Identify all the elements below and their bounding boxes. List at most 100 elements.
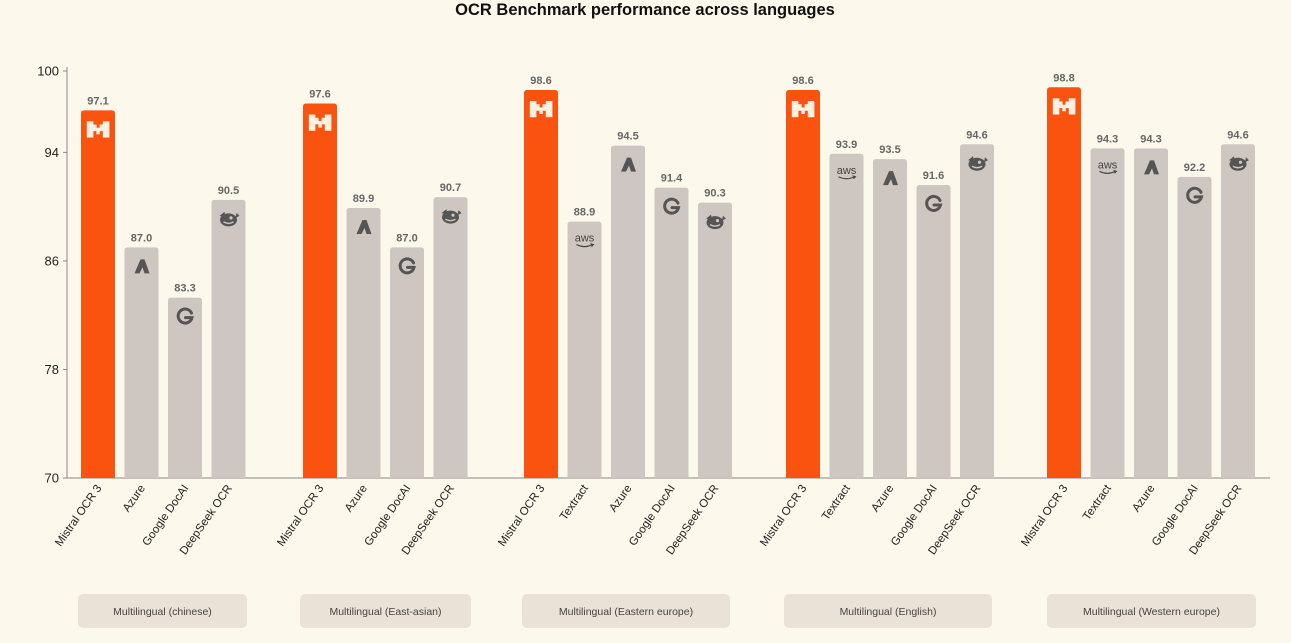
- y-tick-label: 86: [45, 253, 59, 268]
- aws-icon: aws: [1098, 159, 1118, 174]
- bar: [829, 153, 864, 479]
- x-tick-label: Textract: [820, 482, 853, 523]
- mistral-icon: [791, 100, 815, 118]
- bar-group: 98.6 Mistral OCR 3 93.9 aws Textract 93.5 Azur…: [758, 75, 994, 557]
- group-label-text: Multilingual (chinese): [113, 606, 212, 618]
- bar-value-label: 87.0: [131, 232, 152, 244]
- deepseek-icon: [219, 211, 240, 227]
- bar-value-label: 89.9: [353, 193, 374, 205]
- deepseek-icon: [441, 209, 462, 224]
- bar-value-label: 97.6: [309, 89, 330, 101]
- x-tick-label: Mistral OCR 3: [758, 483, 809, 549]
- x-tick-label: Mistral OCR 3: [1019, 483, 1070, 549]
- bar: [81, 110, 115, 479]
- x-tick-label: Google DocAI: [889, 483, 940, 549]
- bar-value-label: 90.3: [704, 188, 725, 200]
- bar-value-label: 91.4: [661, 173, 683, 185]
- group-label: Multilingual (English): [784, 594, 992, 628]
- aws-icon: aws: [575, 233, 595, 248]
- group-label-box: [1047, 594, 1256, 628]
- google-icon: [663, 197, 681, 215]
- bar: [873, 159, 907, 478]
- bar-group: 98.6 Mistral OCR 3 88.9 aws Textract 94.5 Azur…: [496, 75, 732, 557]
- svg-text:aws: aws: [837, 165, 857, 177]
- x-tick-label: Mistral OCR 3: [275, 483, 326, 549]
- chart-title: OCR Benchmark performance across languag…: [455, 1, 835, 19]
- bar-group: 98.8 Mistral OCR 3 94.3 aws Textract 94.3 Azur…: [1019, 72, 1255, 557]
- google-icon: [925, 194, 943, 212]
- bar-value-label: 93.5: [879, 144, 900, 156]
- bar: [611, 145, 645, 478]
- bar-value-label: 94.3: [1140, 133, 1161, 145]
- x-tick-label: Azure: [1130, 483, 1157, 514]
- bar-value-label: 87.0: [396, 232, 417, 244]
- bar-value-label: 94.6: [966, 129, 987, 141]
- x-tick-label: Google DocAI: [627, 483, 678, 549]
- bar: [960, 144, 994, 478]
- bars-layer: 97.1 Mistral OCR 3 87.0 Azure 83.3 Google Doc…: [53, 72, 1255, 557]
- bar-value-label: 98.6: [530, 75, 551, 87]
- bar: [1221, 144, 1255, 478]
- aws-icon: aws: [837, 165, 857, 180]
- x-tick-label: Mistral OCR 3: [53, 483, 104, 549]
- svg-text:aws: aws: [575, 233, 595, 245]
- bar: [1134, 148, 1168, 478]
- x-tick-label: Azure: [869, 483, 896, 514]
- group-label-box: [784, 594, 992, 628]
- group-label: Multilingual (Western europe): [1047, 594, 1256, 628]
- bar-value-label: 98.8: [1053, 72, 1074, 84]
- bar-value-label: 94.5: [617, 131, 638, 143]
- bar-value-label: 94.6: [1227, 129, 1248, 141]
- bar: [916, 184, 951, 478]
- bar: [786, 89, 820, 478]
- mistral-icon: [529, 100, 553, 118]
- bar: [567, 221, 602, 478]
- azure-icon: [883, 171, 898, 186]
- bar-value-label: 90.5: [218, 185, 239, 197]
- svg-text:aws: aws: [1098, 159, 1118, 171]
- group-label: Multilingual (chinese): [78, 594, 247, 628]
- group-label-text: Multilingual (East-asian): [329, 606, 441, 618]
- bar: [390, 247, 424, 478]
- group-label-box: [78, 594, 247, 628]
- bar: [433, 197, 468, 479]
- bar: [303, 103, 337, 478]
- google-icon: [1186, 186, 1204, 204]
- bar: [1047, 87, 1081, 478]
- bar-value-label: 92.2: [1184, 162, 1205, 174]
- y-tick-label: 78: [45, 362, 59, 377]
- bar: [211, 199, 246, 478]
- bar: [168, 297, 202, 478]
- x-tick-label: Google DocAI: [363, 483, 414, 549]
- google-icon: [398, 257, 416, 275]
- bar-value-label: 93.9: [836, 139, 857, 151]
- x-tick-label: Azure: [607, 483, 634, 514]
- x-tick-label: Azure: [121, 483, 148, 514]
- y-tick-label: 70: [45, 471, 59, 486]
- x-tick-label: Google DocAI: [1150, 483, 1201, 549]
- x-tick-label: Google DocAI: [141, 483, 192, 549]
- deepseek-icon: [1229, 156, 1249, 171]
- group-label-box: [522, 594, 730, 628]
- bar-value-label: 98.6: [792, 75, 813, 87]
- bar: [346, 208, 381, 479]
- bar-value-label: 88.9: [574, 207, 595, 219]
- azure-icon: [356, 220, 372, 235]
- group-label: Multilingual (East-asian): [300, 594, 471, 628]
- x-tick-label: Mistral OCR 3: [496, 483, 547, 549]
- group-label-text: Multilingual (Eastern europe): [559, 606, 693, 618]
- bar-value-label: 83.3: [174, 283, 195, 295]
- mistral-icon: [308, 114, 332, 131]
- azure-icon: [621, 157, 636, 172]
- bar-value-label: 94.3: [1097, 133, 1118, 145]
- y-tick-label: 94: [45, 145, 59, 160]
- bar-value-label: 90.7: [440, 182, 461, 194]
- deepseek-icon: [968, 156, 988, 171]
- azure-icon: [134, 259, 150, 274]
- bar: [1177, 176, 1212, 478]
- x-tick-label: Textract: [1081, 482, 1114, 523]
- azure-icon: [1144, 160, 1159, 175]
- mistral-icon: [86, 121, 110, 138]
- bar: [524, 89, 558, 478]
